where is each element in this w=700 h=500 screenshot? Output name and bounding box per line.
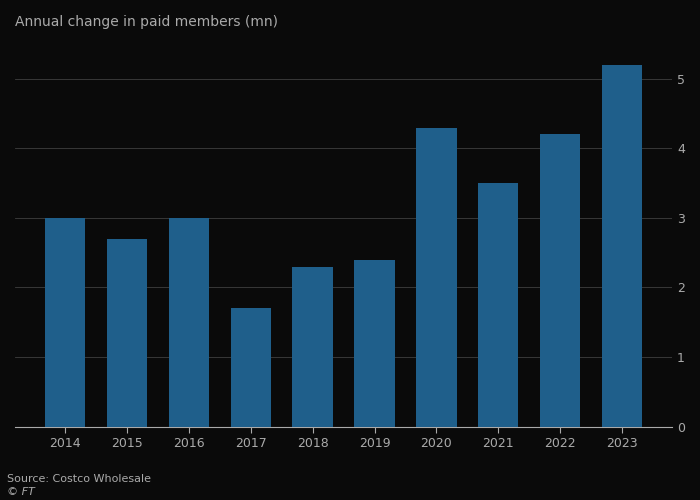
Bar [478, 183, 519, 426]
Text: Source: Costco Wholesale: Source: Costco Wholesale [7, 474, 151, 484]
Bar [540, 134, 580, 426]
Bar [230, 308, 271, 426]
Bar [293, 266, 332, 426]
Bar [107, 239, 147, 426]
Bar [354, 260, 395, 426]
Bar [602, 65, 643, 426]
Text: © FT: © FT [7, 487, 35, 497]
Bar [45, 218, 85, 426]
Bar [169, 218, 209, 426]
Text: Annual change in paid members (mn): Annual change in paid members (mn) [15, 15, 278, 29]
Bar [416, 128, 456, 426]
